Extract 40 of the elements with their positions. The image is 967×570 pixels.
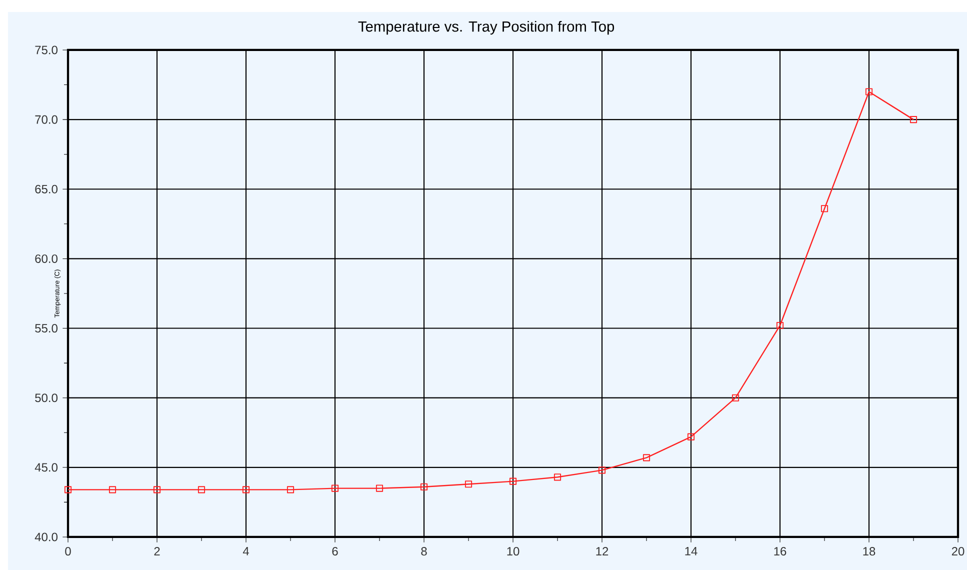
x-tick-label: 10 xyxy=(507,547,520,556)
x-tick-label: 2 xyxy=(154,547,160,556)
y-tick-label: 50.0 xyxy=(35,394,58,402)
x-tick-label: 12 xyxy=(596,547,608,556)
point xyxy=(598,466,606,474)
point xyxy=(865,88,873,96)
y-tick-label: 45.0 xyxy=(34,463,58,472)
point xyxy=(108,486,116,494)
point xyxy=(464,480,472,488)
point xyxy=(687,433,695,440)
y-tick-label: 65.0 xyxy=(35,184,58,194)
y-tick-label: 40.0 xyxy=(34,532,58,542)
point xyxy=(420,483,428,490)
point xyxy=(286,486,294,494)
x-tick-label: 14 xyxy=(685,547,698,556)
point xyxy=(376,484,384,492)
x-tick-label: 6 xyxy=(332,547,338,556)
point xyxy=(910,116,918,124)
x-tick-label: 4 xyxy=(242,547,249,556)
x-tick-label: 0 xyxy=(65,547,71,556)
point xyxy=(64,486,72,494)
x-tick-label: 18 xyxy=(863,547,876,556)
point xyxy=(331,484,339,492)
y-tick-label: 75.0 xyxy=(35,46,58,54)
point xyxy=(554,474,562,481)
x-tick-label: 8 xyxy=(421,547,427,556)
point xyxy=(820,205,828,212)
point xyxy=(776,322,784,330)
point xyxy=(198,486,206,494)
x-tick-label: 20 xyxy=(952,547,964,556)
y-tick-label: 55.0 xyxy=(35,324,58,333)
point xyxy=(732,394,740,402)
chart-title: Temperature vs. Tray Position from Top xyxy=(358,20,614,35)
y-tick-label: 70.0 xyxy=(35,115,58,124)
y-tick-label: 60.0 xyxy=(35,254,58,263)
x-tick-label: 16 xyxy=(774,547,786,556)
point xyxy=(153,486,161,494)
point xyxy=(509,478,517,485)
point xyxy=(642,454,650,462)
point xyxy=(242,486,250,494)
